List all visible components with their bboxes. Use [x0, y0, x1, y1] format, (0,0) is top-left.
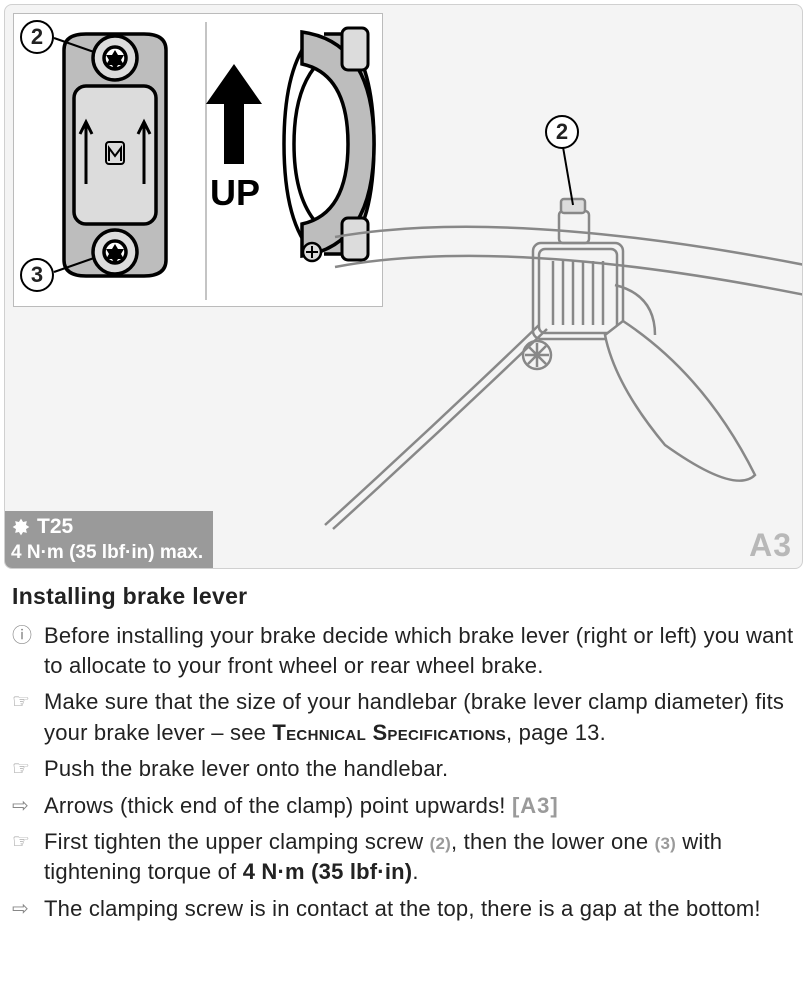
torx-icon — [11, 517, 31, 537]
figure-panel: 2 3 UP — [4, 4, 803, 569]
instruction-item: Make sure that the size of your handleba… — [12, 687, 795, 748]
info-bullet-icon — [12, 621, 34, 682]
torque-tool: T25 — [37, 513, 73, 540]
section-heading: Installing brake lever — [12, 581, 795, 613]
instruction-item: Arrows (thick end of the clamp) point up… — [12, 791, 795, 821]
instruction-text: Before installing your brake decide whic… — [44, 621, 795, 682]
instruction-text: Make sure that the size of your handleba… — [44, 687, 795, 748]
up-label: UP — [210, 172, 260, 214]
instruction-text: The clamping screw is in contact at the … — [44, 894, 795, 924]
instruction-text: Arrows (thick end of the clamp) point up… — [44, 791, 795, 821]
instruction-item: First tighten the upper clamping screw (… — [12, 827, 795, 888]
figure-label: A3 — [749, 527, 792, 564]
arrow-bullet-icon — [12, 791, 34, 821]
torque-badge: T25 4 N·m (35 lbf·in) max. — [5, 511, 213, 568]
instruction-item: Before installing your brake decide whic… — [12, 621, 795, 682]
callout-top-screw: 2 — [20, 20, 54, 54]
hand-bullet-icon — [12, 754, 34, 784]
callout-top-screw-num: 2 — [31, 24, 43, 50]
instruction-text: Push the brake lever onto the handlebar. — [44, 754, 795, 784]
instruction-item: The clamping screw is in contact at the … — [12, 894, 795, 924]
instructions: Installing brake lever Before installing… — [0, 581, 807, 946]
inset-diagram: 2 3 UP — [13, 13, 383, 307]
callout-lever-screw-num: 2 — [556, 119, 568, 145]
callout-bottom-screw: 3 — [20, 258, 54, 292]
hand-bullet-icon — [12, 687, 34, 748]
callout-lever-screw: 2 — [545, 115, 579, 149]
instruction-item: Push the brake lever onto the handlebar. — [12, 754, 795, 784]
instruction-text: First tighten the upper clamping screw (… — [44, 827, 795, 888]
arrow-bullet-icon — [12, 894, 34, 924]
torque-value: 4 N·m (35 lbf·in) max. — [11, 541, 203, 566]
hand-bullet-icon — [12, 827, 34, 888]
callout-bottom-screw-num: 3 — [31, 262, 43, 288]
clamp-diagram-svg — [14, 14, 384, 308]
